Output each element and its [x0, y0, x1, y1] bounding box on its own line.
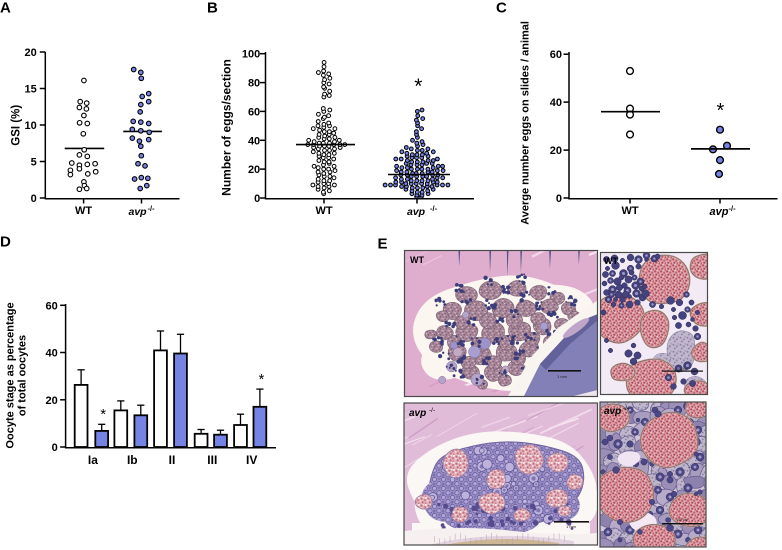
- svg-text:100: 100: [242, 49, 260, 61]
- svg-text:B: B: [207, 0, 218, 17]
- svg-text:100 um: 100 um: [676, 367, 688, 371]
- svg-text:100 um: 100 um: [676, 518, 688, 522]
- svg-text:IV: IV: [246, 453, 257, 467]
- svg-text:60: 60: [46, 300, 58, 312]
- svg-text:-/-: -/-: [430, 204, 438, 213]
- svg-text:Averge number eggs on slides /: Averge number eggs on slides / animal: [520, 21, 532, 225]
- svg-text:60: 60: [248, 106, 260, 118]
- svg-text:10: 10: [25, 120, 37, 132]
- svg-text:Ia: Ia: [88, 453, 98, 467]
- svg-text:0: 0: [31, 193, 37, 205]
- svg-text:40: 40: [46, 348, 58, 360]
- svg-text:20: 20: [25, 47, 37, 59]
- svg-text:*: *: [717, 100, 725, 122]
- svg-text:D: D: [0, 234, 11, 251]
- svg-text:C: C: [496, 0, 507, 17]
- svg-text:*: *: [414, 75, 422, 98]
- svg-text:avp: avp: [604, 406, 621, 417]
- svg-text:-/-: -/-: [623, 405, 629, 412]
- svg-text:avp: avp: [407, 206, 426, 218]
- svg-text:of total oocytes: of total oocytes: [17, 335, 29, 416]
- svg-text:0: 0: [254, 193, 260, 205]
- svg-text:III: III: [207, 453, 217, 467]
- svg-text:1 mm: 1 mm: [566, 524, 577, 529]
- svg-text:WT: WT: [75, 205, 92, 217]
- svg-text:Oocyte stage as percentage: Oocyte stage as percentage: [5, 302, 17, 448]
- svg-text:0: 0: [556, 193, 562, 205]
- svg-text:avp: avp: [129, 206, 148, 218]
- svg-text:WT: WT: [410, 255, 424, 265]
- svg-text:-/-: -/-: [729, 204, 737, 213]
- svg-text:WT: WT: [604, 256, 618, 266]
- svg-text:avp: avp: [409, 408, 426, 419]
- svg-text:II: II: [169, 453, 176, 467]
- svg-text:*: *: [100, 407, 106, 423]
- svg-text:5: 5: [31, 157, 37, 169]
- svg-text:WT: WT: [315, 205, 332, 217]
- svg-text:15: 15: [25, 84, 37, 96]
- svg-text:E: E: [378, 236, 388, 253]
- svg-text:A: A: [0, 0, 11, 17]
- svg-text:WT: WT: [621, 205, 638, 217]
- svg-text:0: 0: [52, 442, 58, 454]
- svg-text:*: *: [259, 372, 265, 388]
- svg-text:80: 80: [248, 78, 260, 90]
- svg-text:1 mm: 1 mm: [557, 374, 568, 379]
- svg-text:avp: avp: [710, 206, 729, 218]
- svg-text:20: 20: [550, 145, 562, 157]
- svg-text:Ib: Ib: [127, 453, 138, 467]
- svg-text:20: 20: [46, 395, 58, 407]
- svg-text:40: 40: [248, 135, 260, 147]
- svg-text:-/-: -/-: [429, 407, 435, 414]
- svg-text:20: 20: [248, 164, 260, 176]
- svg-text:40: 40: [550, 97, 562, 109]
- svg-text:GSI (%): GSI (%): [11, 105, 23, 146]
- svg-text:Number of eggs/section: Number of eggs/section: [219, 59, 233, 196]
- svg-text:-/-: -/-: [148, 204, 156, 213]
- svg-text:60: 60: [550, 49, 562, 61]
